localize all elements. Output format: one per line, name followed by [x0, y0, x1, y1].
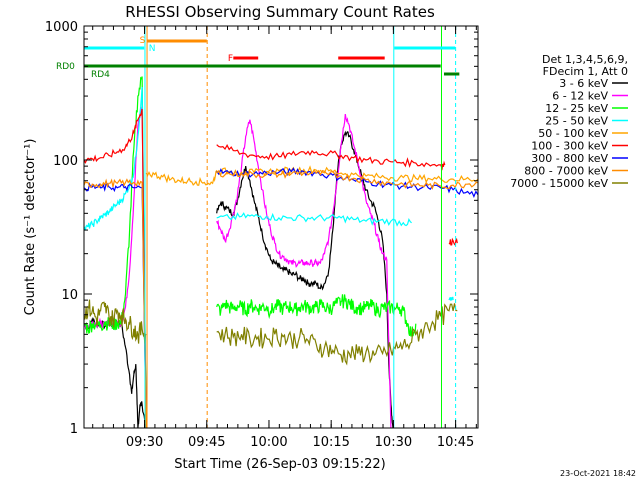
x-tick-label: 10:15: [312, 435, 349, 450]
plot-frame: [83, 25, 479, 429]
series-3-line-a: [83, 87, 147, 429]
state-label-rd4: RD4: [91, 70, 110, 80]
legend-entry-label: 50 - 100 keV: [538, 127, 608, 140]
x-axis-label: Start Time (26-Sep-03 09:15:22): [174, 457, 385, 472]
x-tick-label: 09:30: [126, 435, 163, 450]
series-3-segment-1: [448, 296, 454, 302]
y-tick-label: 100: [53, 154, 78, 169]
legend-entry-label: 12 - 25 keV: [545, 102, 608, 115]
x-tick-label: 10:00: [250, 435, 287, 450]
series-3-segment-0: [216, 212, 412, 227]
series-6-line-a: [83, 182, 147, 429]
legend-header-line: Det 1,3,4,5,6,9,: [542, 53, 628, 66]
legend-entry-label: 7000 - 15000 keV: [510, 177, 608, 190]
y-tick-label: 10: [61, 288, 78, 303]
state-label-n: N: [149, 44, 156, 54]
series-5-line-a: [83, 108, 147, 429]
timestamp-annotation: 23-Oct-2021 18:42: [560, 469, 636, 478]
state-label-s: S: [140, 36, 146, 46]
series-5-segment-0: [216, 144, 446, 171]
series-5-segment-1: [448, 237, 458, 247]
series-2-segment-0: [216, 294, 417, 337]
legend-entry-label: 3 - 6 keV: [559, 77, 608, 90]
legend-header-line: FDecim 1, Att 0: [543, 65, 628, 78]
legend-entry-label: 300 - 800 keV: [531, 152, 608, 165]
series-6-segment-0: [216, 167, 479, 199]
chart-title: RHESSI Observing Summary Count Rates: [125, 3, 435, 21]
legend-entry-label: 800 - 7000 keV: [524, 165, 608, 178]
y-tick-label: 1: [70, 422, 78, 437]
y-tick-label: 1000: [45, 20, 78, 35]
plot-layer: [83, 76, 479, 429]
x-tick-label: 09:45: [188, 435, 225, 450]
state-label-rd0: RD0: [56, 62, 75, 72]
series-7-segment-0: [216, 169, 479, 190]
legend-entry-label: 6 - 12 keV: [552, 90, 608, 103]
y-axis-label: Count Rate (s⁻¹ detector⁻¹): [23, 139, 38, 316]
series-8-segment-0: [216, 303, 458, 366]
x-tick-label: 10:30: [375, 435, 412, 450]
legend: Det 1,3,4,5,6,9,FDecim 1, Att 03 - 6 keV…: [510, 53, 628, 190]
series-7-line-a: [83, 178, 147, 429]
legend-entry-label: 25 - 50 keV: [545, 115, 608, 128]
overlay-layer: SN F RD0 RD4: [56, 26, 460, 428]
series-8-line-a: [83, 299, 147, 344]
x-tick-label: 10:45: [437, 435, 474, 450]
axes-layer: 1 10 100 1000 09:30 09:45 10:00 10:15 10:30 10:45: [45, 20, 479, 450]
series-4-segment-0: [145, 165, 479, 186]
state-label-f: F: [228, 54, 233, 64]
legend-entry-label: 100 - 300 keV: [531, 140, 608, 153]
